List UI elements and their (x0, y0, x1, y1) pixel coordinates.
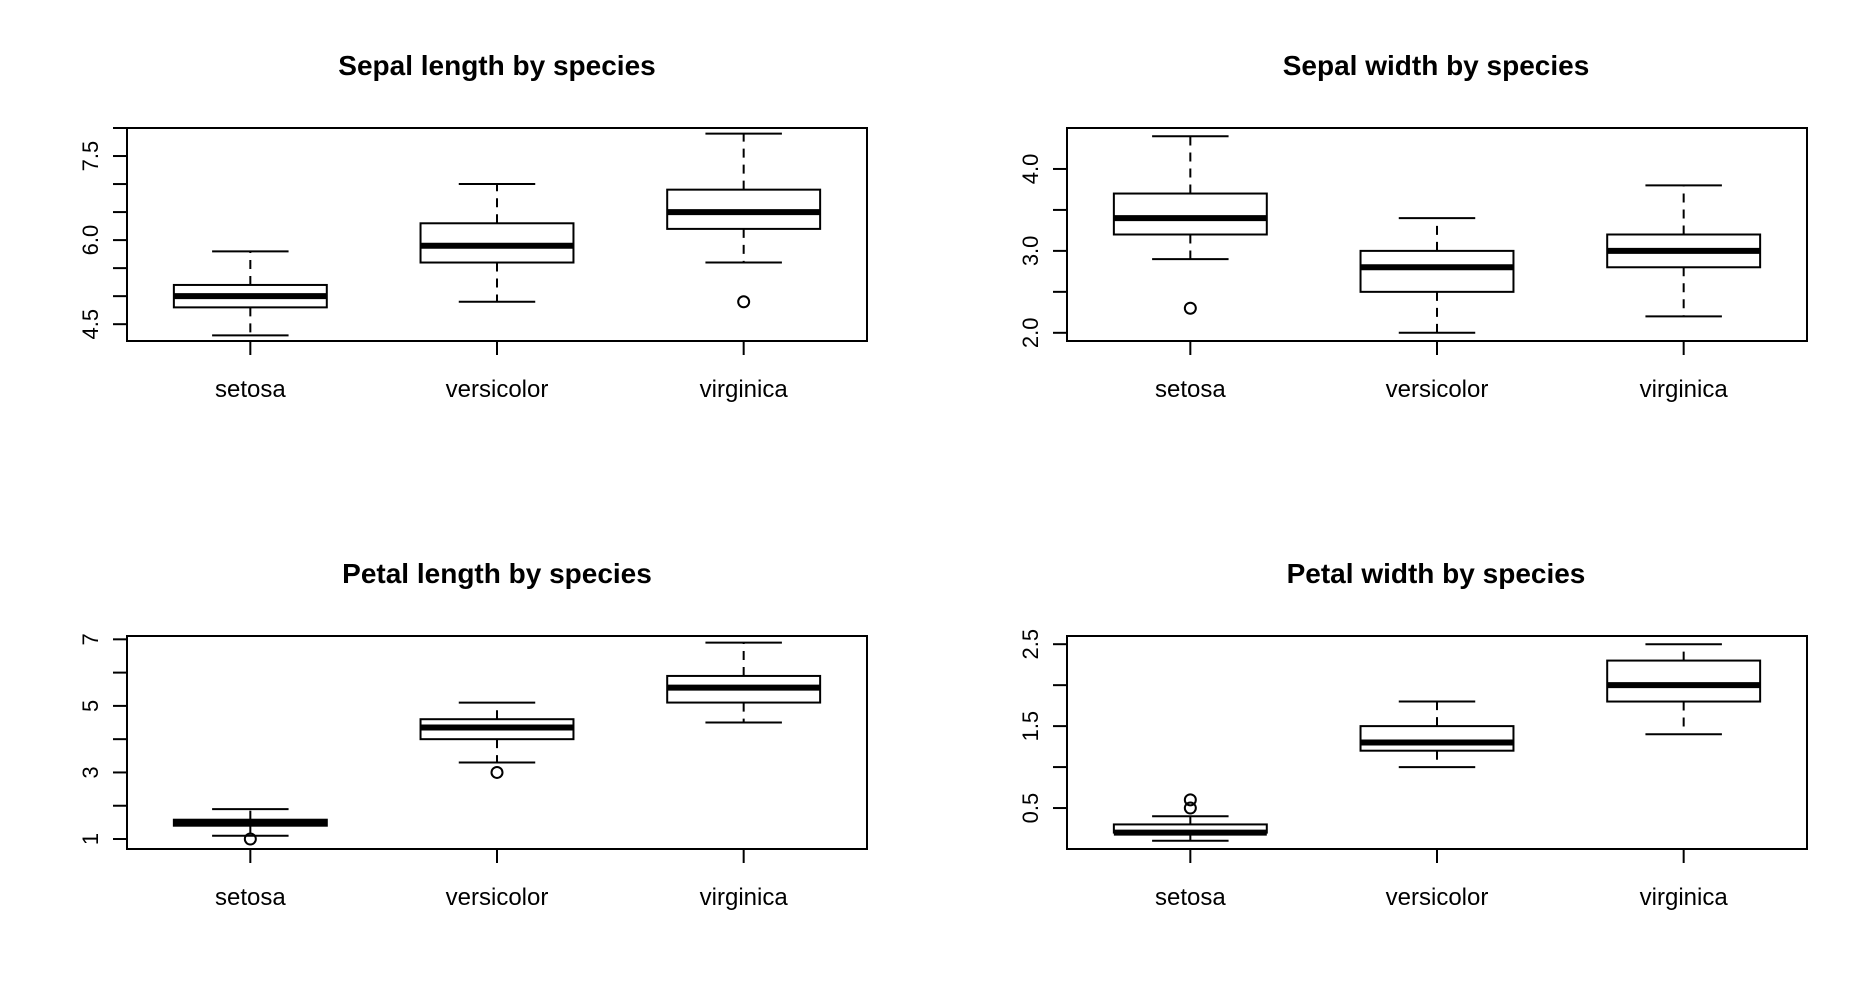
y-tick-label: 2.5 (1018, 629, 1043, 660)
y-tick-label: 6.0 (78, 225, 103, 256)
panel-sepal-width: Sepal width by species 2.0 3.0 4.0 setosa ve… (1018, 50, 1808, 403)
y-tick-label: 1.5 (1018, 711, 1043, 742)
panel-petal-length: Petal length by species 1 3 5 7 setosa versic… (78, 558, 868, 911)
y-tick-label: 5 (78, 700, 103, 712)
y-tick-label: 3 (78, 766, 103, 778)
outlier-point (1183, 801, 1197, 815)
y-tick-label: 1 (78, 833, 103, 845)
outlier-point (1183, 301, 1197, 315)
y-tick-label: 7.5 (78, 141, 103, 172)
x-tick-label: setosa (1155, 376, 1226, 403)
y-tick-label: 0.5 (1018, 793, 1043, 824)
iqr-box (1112, 192, 1268, 236)
chart-title: Sepal length by species (338, 50, 655, 81)
y-tick-label: 4.0 (1018, 154, 1043, 185)
x-tick-label: virginica (700, 376, 789, 403)
iqr-box (1359, 249, 1515, 293)
outlier-point (243, 832, 257, 846)
x-tick-label: versicolor (446, 884, 549, 911)
panel-petal-width: Petal width by species 0.5 1.5 2.5 setosa ve… (1018, 558, 1808, 911)
x-tick-label: setosa (215, 376, 286, 403)
x-tick-label: virginica (700, 884, 789, 911)
outlier-point (737, 295, 751, 309)
outlier-point (490, 765, 504, 779)
chart-title: Petal length by species (342, 558, 652, 589)
x-tick-label: virginica (1640, 376, 1729, 403)
x-tick-label: virginica (1640, 884, 1729, 911)
outlier-point (1183, 793, 1197, 807)
x-tick-label: versicolor (446, 376, 549, 403)
panel-sepal-length: Sepal length by species 4.5 6.0 7.5 setosa v… (78, 50, 868, 403)
x-tick-label: setosa (215, 884, 286, 911)
y-tick-label: 2.0 (1018, 318, 1043, 349)
chart-title: Petal width by species (1287, 558, 1586, 589)
x-tick-label: versicolor (1386, 376, 1489, 403)
iqr-box (1606, 659, 1762, 703)
chart-title: Sepal width by species (1283, 50, 1590, 81)
x-tick-label: versicolor (1386, 884, 1489, 911)
y-tick-label: 4.5 (78, 309, 103, 340)
x-tick-label: setosa (1155, 884, 1226, 911)
iqr-box (1359, 725, 1515, 752)
y-tick-label: 7 (78, 633, 103, 645)
y-tick-label: 3.0 (1018, 236, 1043, 267)
